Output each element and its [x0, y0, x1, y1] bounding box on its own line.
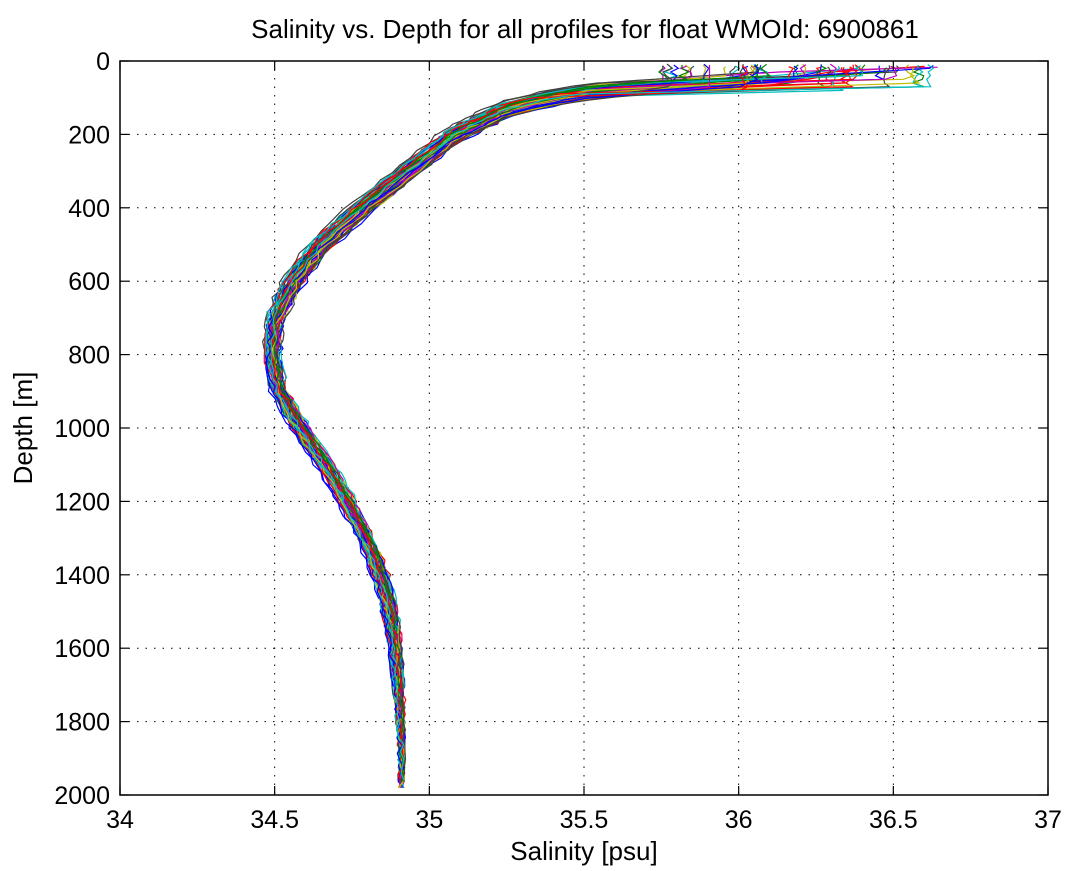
- profile-line: [273, 65, 884, 783]
- profile-line: [275, 63, 807, 783]
- x-tick-label: 36.5: [869, 806, 918, 834]
- profile-line: [273, 65, 693, 789]
- profile-line: [276, 67, 847, 788]
- x-tick-label: 35.5: [560, 806, 609, 834]
- profile-line: [261, 66, 832, 782]
- profile-line: [272, 65, 799, 782]
- profile-line: [270, 65, 669, 782]
- profile-line: [267, 65, 859, 788]
- profile-line: [268, 66, 849, 788]
- profile-line: [265, 65, 863, 782]
- profile-line: [269, 64, 807, 788]
- y-tick-label: 800: [68, 342, 110, 370]
- profile-line: [272, 64, 757, 788]
- x-tick-label: 36: [725, 806, 753, 834]
- profile-line: [272, 64, 759, 782]
- x-tick-label: 37: [1034, 806, 1062, 834]
- profile-line: [271, 64, 690, 783]
- profile-line: [266, 66, 754, 782]
- profile-line: [263, 66, 855, 782]
- y-tick-labels: 0 200 400 600 800 1000 1200 1400 1600 1800 2000: [54, 48, 110, 810]
- profile-line: [264, 64, 934, 788]
- profile-line: [266, 65, 900, 782]
- x-tick-label: 34: [106, 806, 134, 834]
- profile-line: [273, 63, 772, 782]
- y-tick-label: 200: [68, 121, 110, 149]
- profile-line: [273, 66, 794, 788]
- profile-line: [274, 65, 828, 782]
- y-tick-label: 1800: [54, 709, 110, 737]
- profile-line: [273, 65, 711, 783]
- profile-line: [274, 66, 679, 788]
- profile-line: [266, 65, 768, 782]
- profile-line: [266, 64, 759, 783]
- y-tick-label: 0: [96, 48, 110, 76]
- y-tick-label: 1200: [54, 488, 110, 516]
- profile-line: [266, 66, 821, 782]
- profile-line: [265, 66, 938, 783]
- x-axis-label: Salinity [psu]: [510, 836, 657, 866]
- x-tick-label: 35: [415, 806, 443, 834]
- profile-line: [265, 67, 768, 788]
- profile-line: [273, 65, 925, 782]
- profile-line: [272, 64, 707, 788]
- profile-line: [264, 63, 710, 789]
- profile-line: [270, 65, 750, 782]
- plot-series: [261, 63, 938, 789]
- profile-line: [274, 63, 837, 782]
- y-tick-label: 2000: [54, 782, 110, 810]
- profile-line: [270, 65, 898, 783]
- profile-line: [270, 66, 736, 782]
- profile-line: [274, 64, 691, 788]
- profile-line: [275, 64, 822, 782]
- profile-line: [270, 64, 935, 782]
- axis-ticks: [119, 60, 1049, 796]
- y-tick-label: 1000: [54, 415, 110, 443]
- profile-line: [273, 64, 855, 782]
- y-tick-label: 1600: [54, 635, 110, 663]
- x-tick-labels: 34 34.5 35 35.5 36 36.5 37: [106, 806, 1062, 834]
- profile-line: [270, 64, 861, 783]
- chart-title: Salinity vs. Depth for all profiles for …: [251, 14, 919, 44]
- x-tick-label: 34.5: [250, 806, 299, 834]
- y-tick-label: 1400: [54, 562, 110, 590]
- profile-line: [268, 64, 866, 783]
- y-tick-label: 400: [68, 195, 110, 223]
- profile-line: [273, 65, 925, 783]
- profile-line: [268, 65, 761, 782]
- profile-line: [263, 65, 743, 782]
- profile-line: [269, 64, 751, 783]
- profile-line: [273, 65, 755, 782]
- profile-line: [275, 63, 674, 782]
- profile-line: [271, 65, 666, 782]
- profile-line: [273, 65, 756, 788]
- profile-line: [271, 64, 799, 789]
- y-axis-label: Depth [m]: [8, 372, 38, 485]
- profile-line: [272, 65, 697, 782]
- profile-line: [265, 63, 759, 783]
- y-tick-label: 600: [68, 268, 110, 296]
- profile-line: [272, 65, 844, 782]
- profile-line: [273, 65, 891, 782]
- profile-line: [272, 64, 916, 783]
- profile-line: [276, 65, 924, 782]
- profile-line: [266, 67, 888, 782]
- profile-line: [272, 67, 921, 789]
- grid-lines: [120, 61, 1048, 795]
- profile-line: [276, 64, 680, 782]
- profile-line: [271, 66, 727, 788]
